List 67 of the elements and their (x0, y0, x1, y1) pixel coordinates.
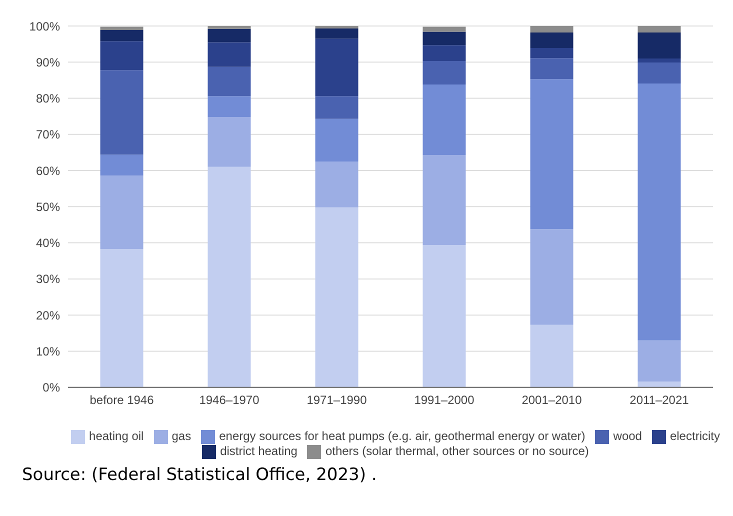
bar (100, 70, 144, 155)
y-tick-label: 20% (36, 308, 60, 322)
x-tick-label: before 1946 (90, 392, 154, 407)
bar (208, 166, 251, 388)
legend-label: wood (613, 429, 642, 444)
bar (100, 176, 144, 249)
bar (422, 244, 466, 388)
bar (100, 248, 144, 388)
bar (422, 84, 466, 155)
bar (208, 66, 251, 96)
bar (100, 30, 144, 42)
legend-label: district heating (220, 444, 298, 458)
y-tick-label: 10% (36, 344, 60, 358)
y-tick-label: 90% (36, 55, 60, 70)
bar (315, 118, 358, 162)
bar (208, 26, 251, 29)
bar (208, 117, 251, 167)
x-tick-label: 1946–1970 (199, 392, 260, 407)
bar (638, 83, 681, 340)
legend-label: heating oil (89, 429, 144, 444)
y-tick-label: 80% (36, 92, 60, 106)
legend-label: gas (172, 429, 192, 444)
bar (638, 26, 681, 33)
bar (100, 154, 144, 176)
bar (422, 26, 466, 32)
legend-label: others (solar thermal, other sources or no source) (325, 444, 589, 458)
bar (530, 324, 574, 388)
bar (100, 41, 144, 70)
x-tick-label: 2001–2010 (522, 392, 582, 407)
bar (530, 58, 574, 80)
bar (208, 28, 251, 42)
bar (422, 155, 466, 245)
bar (530, 26, 574, 33)
y-tick-label: 0% (42, 380, 60, 395)
bar (315, 38, 358, 96)
source-note: Source: (Federal Statistical Office, 2023) . (22, 465, 378, 485)
bar (422, 32, 466, 46)
bar (422, 61, 466, 85)
x-tick-label: 1991–2000 (414, 392, 475, 407)
y-tick-label: 30% (36, 272, 60, 286)
bar (315, 96, 358, 119)
bar (638, 62, 681, 84)
bar (315, 28, 358, 39)
bar (530, 79, 574, 230)
y-tick-label: 40% (36, 236, 60, 250)
bar (638, 340, 681, 382)
y-tick-label: 60% (36, 164, 60, 178)
legend-label: electricity (670, 429, 720, 444)
y-tick-label: 100% (29, 19, 60, 34)
bar (422, 45, 466, 62)
bar (208, 96, 251, 118)
y-tick-label: 50% (36, 200, 60, 214)
bar (638, 58, 681, 62)
y-tick-label: 70% (36, 128, 60, 142)
bar (315, 162, 358, 208)
x-tick-label: 1971–1990 (306, 392, 368, 407)
bar (315, 26, 358, 29)
bar (638, 382, 681, 388)
bar (530, 229, 574, 325)
bar (530, 32, 574, 48)
bar (100, 26, 144, 30)
bar (315, 207, 358, 388)
bar (208, 42, 251, 67)
x-tick-label: 2011–2021 (630, 392, 690, 407)
bar (638, 32, 681, 59)
bar (530, 48, 574, 58)
legend-label: energy sources for heat pumps (e.g. air, geothermal energy or water) (219, 429, 586, 444)
